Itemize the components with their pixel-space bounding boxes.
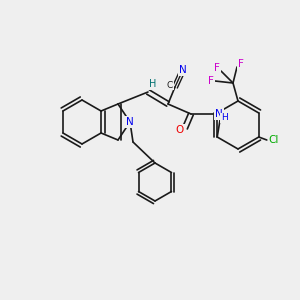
Text: H: H (149, 79, 157, 89)
Text: F: F (208, 76, 214, 86)
Text: Cl: Cl (268, 135, 279, 145)
Text: N: N (126, 117, 134, 127)
Text: N: N (215, 109, 223, 119)
Text: H: H (220, 113, 227, 122)
Text: N: N (179, 65, 187, 75)
Text: O: O (176, 125, 184, 135)
Text: C: C (167, 80, 173, 89)
Text: F: F (214, 63, 220, 73)
Text: F: F (238, 59, 244, 69)
